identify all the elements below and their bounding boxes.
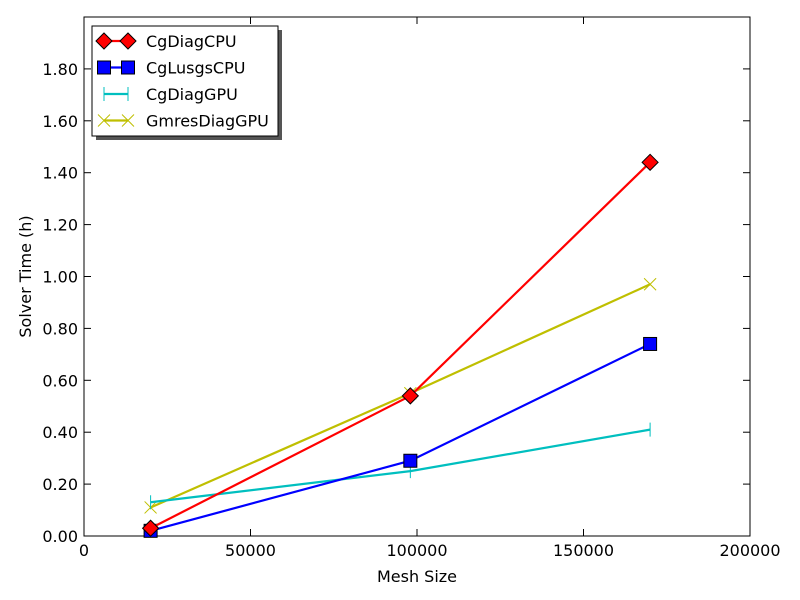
legend-marker-end-cgdiagcpu <box>119 32 137 50</box>
legend-marker-start-cglusgscpu <box>97 60 111 75</box>
legend-label-cgdiaggpu: CgDiagGPU <box>146 85 238 104</box>
legend-marker-end-gmresdiaggpu <box>121 114 135 127</box>
x-axis-label: Mesh Size <box>377 567 457 586</box>
legend-marker-start-cgdiagcpu <box>95 32 113 50</box>
y-tick-label: 1.40 <box>42 164 78 183</box>
y-tick-label: 0.40 <box>42 423 78 442</box>
legend-marker-start-gmresdiaggpu <box>97 114 111 127</box>
legend-label-gmresdiaggpu: GmresDiagGPU <box>146 112 269 131</box>
y-tick-label: 1.20 <box>42 216 78 235</box>
y-axis-label: Solver Time (h) <box>16 215 35 337</box>
legend-label-cglusgscpu: CgLusgsCPU <box>146 59 245 78</box>
data-point-cgdiagcpu <box>641 153 659 172</box>
x-tick-label: 50000 <box>225 541 276 560</box>
y-axis-ticks: 0.00 0.20 0.40 0.60 0.80 1.00 1.20 1.40 1.60 1.80 <box>42 60 750 546</box>
legend-label-cgdiagcpu: CgDiagCPU <box>146 32 237 51</box>
y-tick-label: 1.80 <box>42 60 78 79</box>
y-tick-label: 0.00 <box>42 527 78 546</box>
data-point-cglusgscpu <box>403 453 418 468</box>
legend-marker-start-gmresdiaggpu-stroke-b <box>97 114 111 127</box>
legend-entry-cgdiagcpu: CgDiagCPU <box>95 32 237 51</box>
x-tick-label: 200000 <box>719 541 780 560</box>
y-tick-label: 1.60 <box>42 112 78 131</box>
series-cgdiagcpu <box>141 153 659 537</box>
legend-entry-cgdiaggpu: CgDiagGPU <box>103 85 238 104</box>
y-tick-label: 0.60 <box>42 371 78 390</box>
series-cgdiaggpu <box>150 422 651 510</box>
y-tick-label: 0.80 <box>42 319 78 338</box>
data-point-cgdiagcpu <box>401 387 420 405</box>
data-point-cglusgscpu <box>643 336 658 351</box>
legend-marker-end-gmresdiaggpu-stroke-b <box>121 114 135 127</box>
series-layer <box>141 153 659 538</box>
legend-marker-end-cglusgscpu <box>121 60 135 75</box>
x-tick-label: 150000 <box>553 541 614 560</box>
data-point-cgdiagcpu <box>141 519 160 537</box>
x-tick-label: 100000 <box>386 541 447 560</box>
x-axis-ticks: 0 50000 100000 150000 200000 <box>79 17 781 560</box>
x-tick-label: 0 <box>79 541 89 560</box>
legend-entry-cglusgscpu: CgLusgsCPU <box>97 59 245 78</box>
y-tick-label: 1.00 <box>42 268 78 287</box>
legend: CgDiagCPU CgLusgsCPU CgDiagGPU GmresDiagGPU <box>91 25 282 140</box>
legend-entry-gmresdiaggpu: GmresDiagGPU <box>97 112 269 131</box>
y-tick-label: 0.20 <box>42 475 78 494</box>
data-point-gmresdiaggpu <box>643 277 657 291</box>
data-point-gmresdiaggpu-stroke-b <box>643 277 657 291</box>
